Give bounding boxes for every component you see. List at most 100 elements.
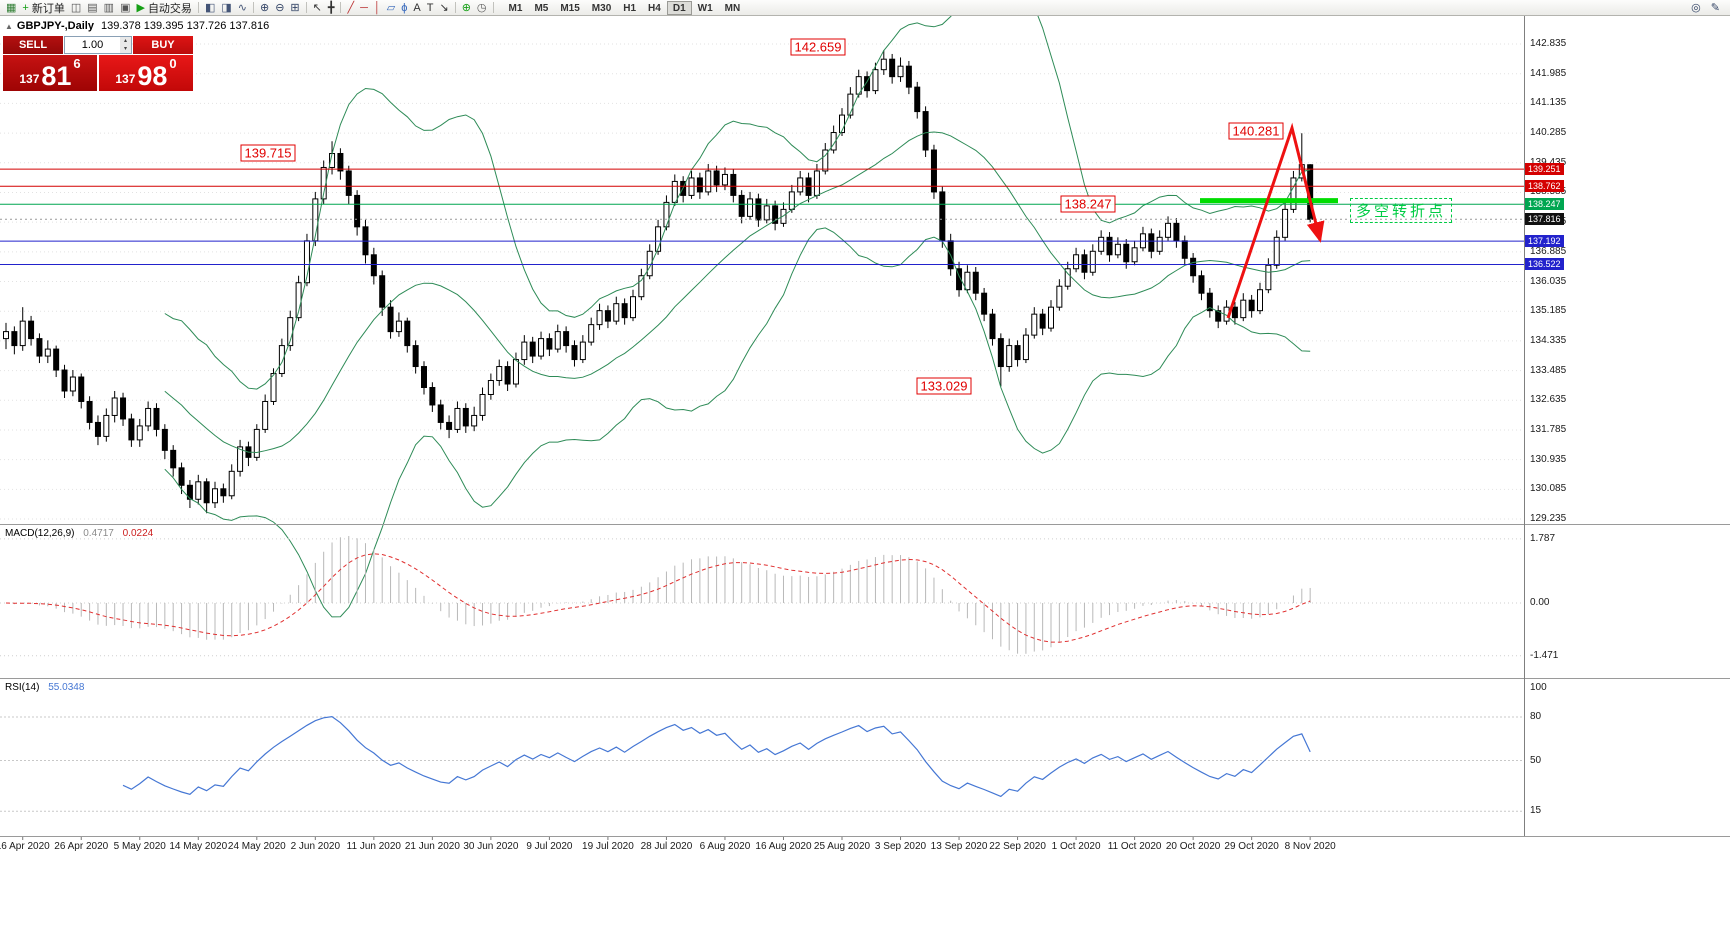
timeframe-button-d1[interactable]: D1 (666, 0, 692, 15)
timeframe-button-mn[interactable]: MN (724, 2, 741, 14)
price-annotation-flag[interactable]: 138.247 (1060, 195, 1116, 213)
timeframe-button-m1[interactable]: M1 (508, 2, 523, 14)
ohlc-values: 139.378 139.395 137.726 137.816 (100, 20, 270, 32)
trendline-icon[interactable]: ╱ (344, 1, 357, 15)
zoom-in-icon[interactable]: ⊕ (257, 1, 272, 15)
collapse-icon[interactable]: ▲ (5, 22, 13, 31)
equidistant-channel-icon[interactable]: ▱ (384, 1, 398, 15)
candle-body (621, 303, 628, 319)
sell-price-button[interactable]: 137 81 6 (3, 55, 97, 91)
cursor-icon[interactable]: ↖ (310, 1, 325, 15)
candle-body (203, 481, 210, 504)
price-annotation-flag[interactable]: 140.281 (1228, 122, 1284, 140)
candle-body (479, 393, 486, 416)
autotrading-button[interactable]: ▶ 自动交易 (133, 1, 194, 15)
volume-input[interactable] (65, 37, 120, 53)
data-window-icon[interactable]: ▤ (84, 1, 100, 15)
market-watch-icon[interactable]: ◫ (68, 1, 84, 15)
price-axis-label: 132.635 (1530, 394, 1567, 406)
data-window-icon: ▤ (87, 1, 98, 14)
candle-body (1089, 250, 1096, 273)
candle-body (763, 205, 770, 221)
candle-body (36, 338, 43, 357)
candle-body (981, 292, 988, 315)
timeframe-button-h4[interactable]: H4 (648, 2, 661, 14)
timeframe-button-h1[interactable]: H1 (623, 2, 637, 14)
candle-body (53, 348, 60, 371)
vertical-line-icon[interactable]: │ (371, 1, 384, 15)
edit-icon[interactable]: ✎ (1710, 2, 1720, 14)
sell-button[interactable]: SELL (3, 36, 63, 54)
text-label-icon[interactable]: T (424, 1, 437, 15)
timeframe-button-w1[interactable]: W1 (697, 2, 713, 14)
candle-body (989, 313, 996, 340)
line-chart-icon[interactable]: ∿ (235, 1, 250, 15)
timeframe-button-m5[interactable]: M5 (534, 2, 549, 14)
sell-price-prefix: 137 (19, 72, 40, 86)
candle-body (437, 404, 444, 423)
candlestick-chart-icon[interactable]: ◨ (218, 1, 234, 15)
periods-icon[interactable]: ◷ (474, 1, 490, 15)
zoom-out-icon[interactable]: ⊖ (272, 1, 287, 15)
candle-body (404, 320, 411, 347)
crosshair-icon: ╋ (327, 1, 335, 14)
buy-price-button[interactable]: 137 98 0 (99, 55, 193, 91)
vertical-line-icon: │ (373, 1, 381, 14)
volume-down-icon[interactable]: ▾ (123, 46, 127, 52)
candle-body (905, 65, 912, 88)
panel-resize-handle-macd[interactable] (0, 524, 1730, 525)
candle-body (220, 488, 227, 497)
new-order-button[interactable]: + 新订单 (19, 1, 67, 15)
price-axis-border (1524, 16, 1525, 836)
text-icon[interactable]: A (410, 1, 423, 15)
trend-arrow[interactable] (1226, 122, 1325, 319)
arrow-tool-icon[interactable]: ↘ (436, 1, 451, 15)
candle-body (1064, 268, 1071, 287)
buy-price-prefix: 137 (115, 72, 136, 86)
candle-body (370, 254, 377, 277)
candle-body (412, 345, 419, 368)
timeframe-button-m30[interactable]: M30 (591, 2, 612, 14)
candle-body (128, 418, 135, 441)
candle-body (278, 345, 285, 375)
buy-button[interactable]: BUY (133, 36, 193, 54)
horizontal-line-icon: ─ (360, 1, 368, 14)
new-chart-icon[interactable]: ▦ (3, 1, 19, 15)
toolbar-separator (305, 2, 307, 13)
candle-body (546, 338, 553, 350)
volume-up-icon[interactable]: ▴ (123, 38, 127, 44)
crosshair-icon[interactable]: ╋ (325, 1, 338, 15)
candle-body (345, 170, 352, 196)
price-annotation-flag[interactable]: 139.715 (240, 144, 296, 162)
candle-body (212, 488, 218, 504)
navigator-icon[interactable]: ▥ (101, 1, 117, 15)
price-annotation-flag[interactable]: 142.659 (790, 38, 846, 56)
new-order-button: + (22, 1, 29, 14)
chart-note-text[interactable]: 多空转折点 (1350, 198, 1453, 223)
candle-body (663, 201, 670, 228)
date-axis-label: 25 Aug 2020 (813, 841, 871, 852)
panel-resize-handle-rsi[interactable] (0, 678, 1730, 679)
horizontal-line-icon[interactable]: ─ (357, 1, 371, 15)
date-axis-label: 26 Apr 2020 (54, 841, 109, 852)
candle-body (1048, 306, 1054, 329)
indicators-icon[interactable]: ⊕ (459, 1, 474, 15)
buy-price-big: 98 (137, 60, 168, 91)
candle-body (964, 271, 971, 291)
indicators-icon: ⊕ (461, 1, 471, 14)
rsi-scale-label: 50 (1530, 754, 1542, 766)
search-icon[interactable]: ◎ (1691, 2, 1701, 14)
candle-body (145, 407, 152, 427)
candle-body (253, 428, 260, 458)
candle-body (44, 348, 51, 357)
candle-body (772, 205, 779, 224)
candle-body (354, 194, 361, 228)
fibonacci-icon[interactable]: ϕ (398, 1, 410, 15)
candle-body (671, 180, 678, 203)
timeframe-button-m15[interactable]: M15 (560, 2, 580, 14)
terminal-icon[interactable]: ▣ (117, 1, 133, 15)
tile-windows-icon[interactable]: ⊞ (287, 1, 302, 15)
price-annotation-flag[interactable]: 133.029 (916, 377, 972, 395)
bar-chart-icon[interactable]: ◧ (202, 1, 218, 15)
